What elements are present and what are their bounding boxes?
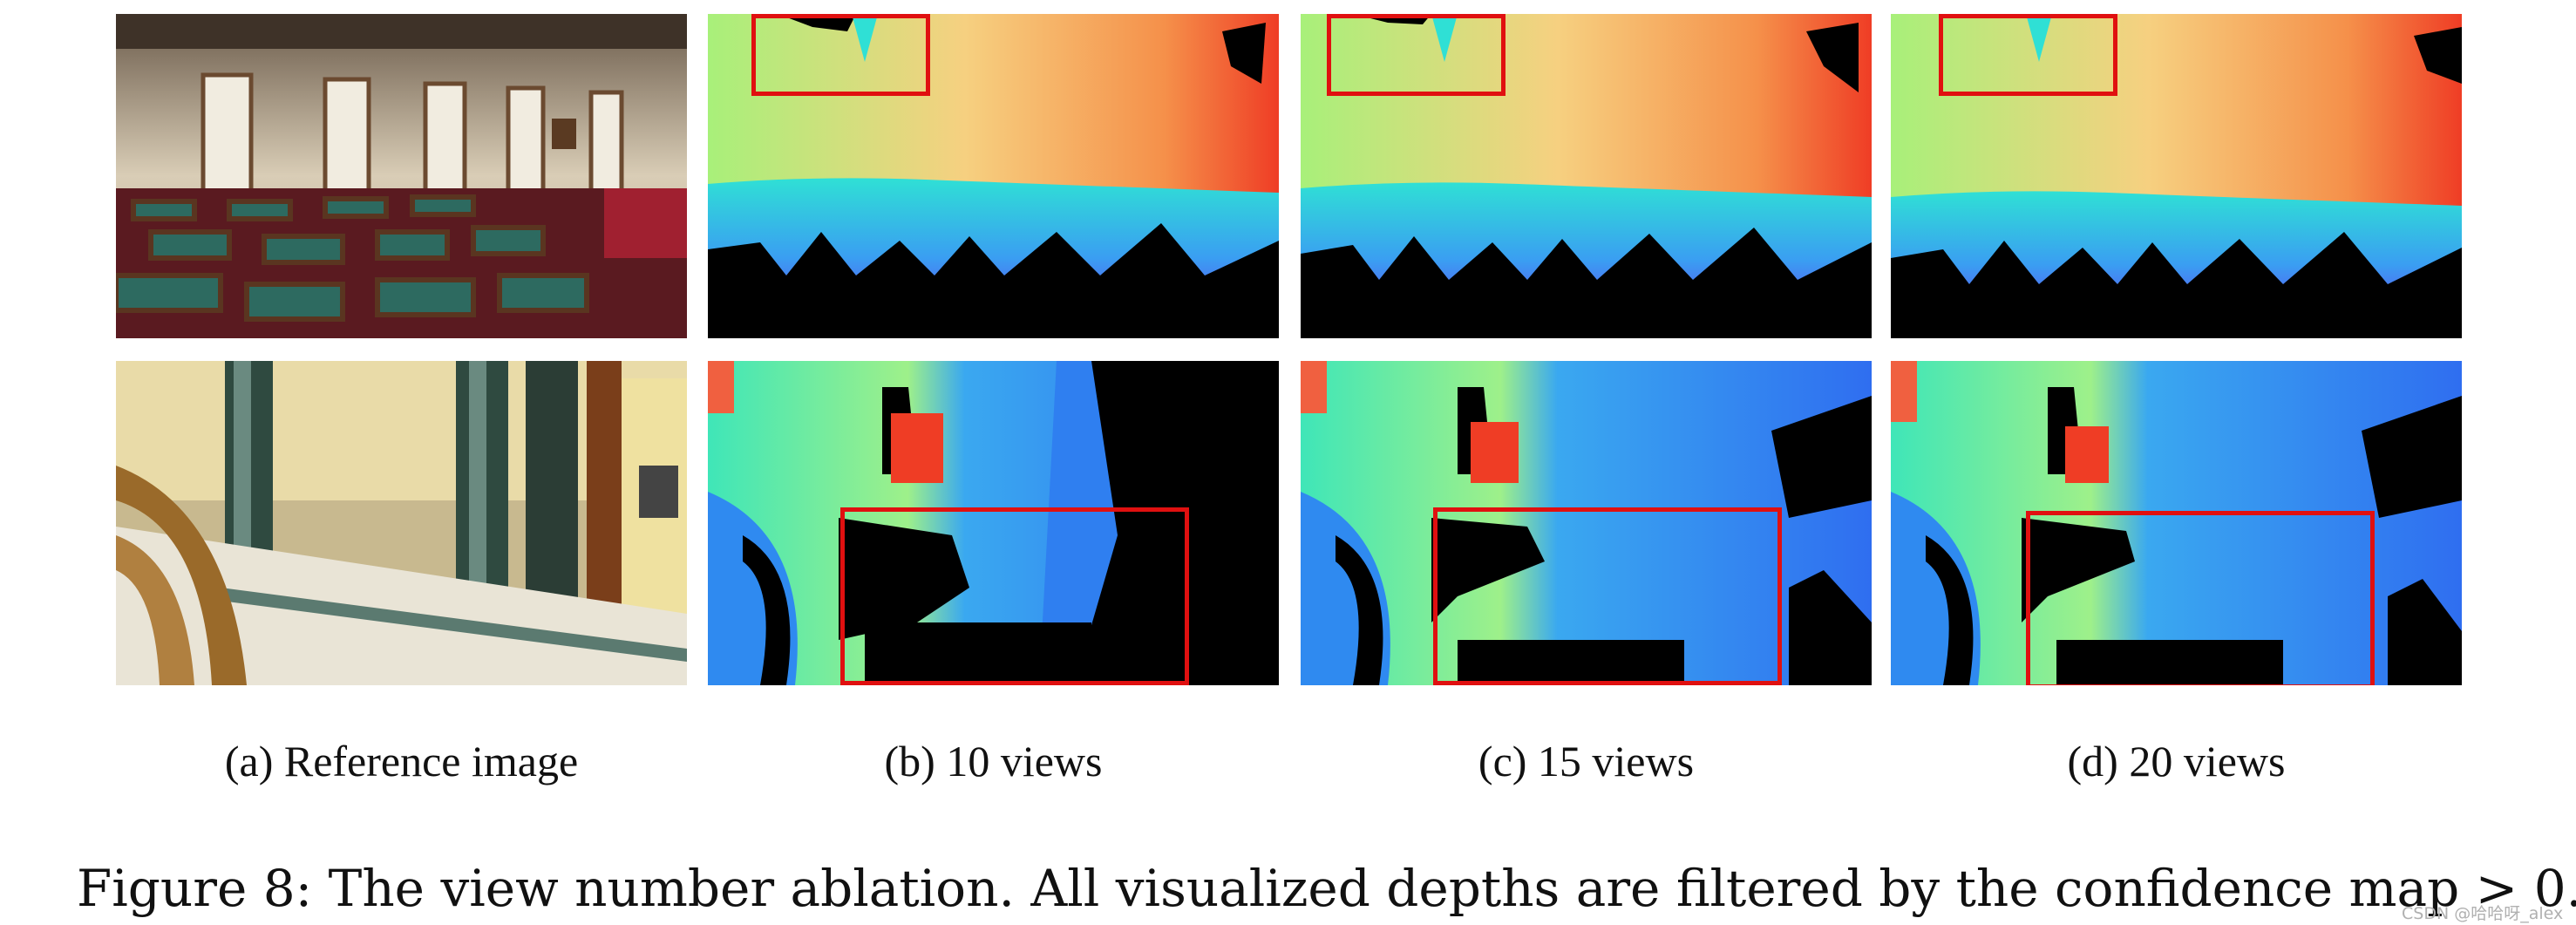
reference-image-hallway (116, 361, 687, 685)
highlight-box (2026, 511, 2375, 685)
highlight-box (1939, 14, 2117, 96)
subcaption-reference-image: (a) Reference image (224, 737, 579, 786)
figure-caption: Figure 8: The view number ablation. All … (77, 859, 2576, 918)
depth-map-20-views-row2 (1891, 361, 2462, 685)
depth-map-10-views-row1 (708, 14, 1279, 338)
subcaption-10-views: (b) 10 views (884, 737, 1103, 786)
highlight-box (751, 14, 930, 96)
watermark: CSDN @哈哈呀_alex (2402, 904, 2564, 923)
highlight-box (1327, 14, 1505, 96)
reference-image-courtroom (116, 14, 687, 338)
depth-map-10-views-row2 (708, 361, 1279, 685)
subcaption-15-views: (c) 15 views (1478, 737, 1695, 786)
highlight-box (1433, 507, 1782, 685)
subcaption-20-views: (d) 20 views (2067, 737, 2286, 786)
depth-map-20-views-row1 (1891, 14, 2462, 338)
highlight-box (840, 507, 1189, 685)
depth-map-15-views-row2 (1301, 361, 1872, 685)
depth-map-15-views-row1 (1301, 14, 1872, 338)
